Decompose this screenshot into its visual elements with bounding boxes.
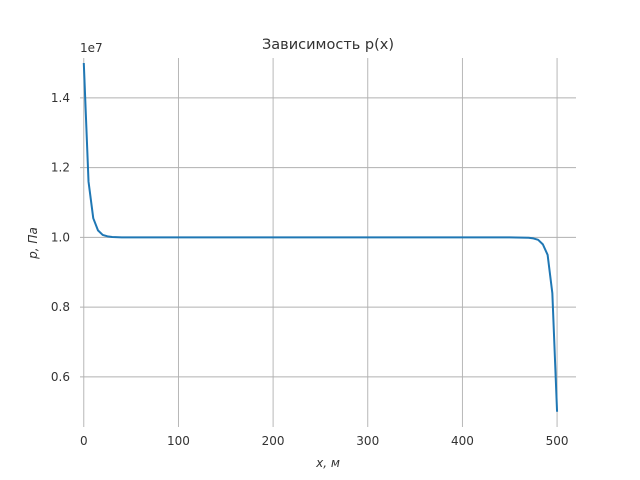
y-tick-label: 0.8	[51, 300, 70, 314]
y-tick-labels: 0.6 0.8 1.0 1.2 1.4	[51, 91, 70, 384]
x-axis-label: x, м	[315, 456, 340, 470]
grid	[80, 58, 576, 427]
y-tick-label: 1.0	[51, 230, 70, 244]
x-tick-label: 100	[167, 434, 190, 448]
y-tick-label: 0.6	[51, 370, 70, 384]
y-axis-label: p, Па	[26, 227, 40, 260]
series-layer	[82, 62, 559, 412]
x-tick-labels: 0 100 200 300 400 500	[80, 434, 569, 448]
y-offset-text: 1e7	[80, 41, 103, 55]
chart-title: Зависимость p(x)	[262, 37, 394, 53]
x-tick-label: 200	[262, 434, 285, 448]
x-tick-label: 400	[451, 434, 474, 448]
x-tick-label: 300	[356, 434, 379, 448]
series-line	[82, 62, 559, 412]
y-tick-label: 1.4	[51, 91, 70, 105]
y-tick-label: 1.2	[51, 161, 70, 175]
x-tick-label: 0	[80, 434, 88, 448]
x-tick-label: 500	[546, 434, 569, 448]
